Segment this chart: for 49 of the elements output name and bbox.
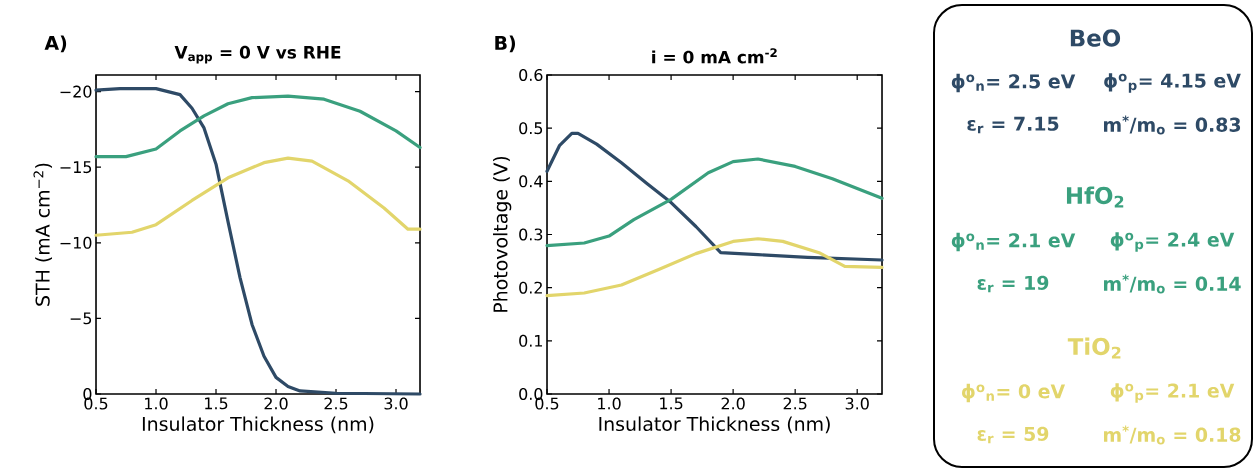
x-tick-label: 1.0 (145, 397, 168, 410)
line-series (545, 157, 884, 248)
y-tick-label: 0.3 (519, 228, 543, 241)
text: ε$_{r}$ = 19 (977, 275, 1049, 293)
y-axis-title: Photovoltage (V) (492, 156, 512, 312)
category-label: HfO$_{2}$ (1066, 186, 1124, 208)
text: ϕ$^{o}$$_{n}$= 2.1 eV (951, 232, 1076, 252)
line-series (94, 94, 422, 159)
y-tick-label: 0.5 (519, 122, 543, 135)
text: ϕ$^{o}$$_{n}$= 2.5 eV (951, 73, 1076, 93)
y-tick-label: 0.4 (519, 175, 543, 188)
x-tick-label: 1.5 (660, 397, 683, 410)
text: ε$_{r}$ = 59 (977, 426, 1049, 444)
x-tick-label: 2.0 (721, 397, 745, 410)
x-tick-label: 2.5 (783, 397, 807, 410)
x-axis-title: Insulator Thickness (nm) (599, 416, 830, 434)
text: m$^{*}$/m$_{o}$ = 0.14 (1104, 274, 1241, 294)
category-label: TiO$_{2}$ (1067, 337, 1121, 359)
y-tick-label: −5 (70, 312, 92, 325)
text: ϕ$^{o}$$_{p}$= 2.4 eV (1110, 232, 1235, 252)
text: ϕ$^{o}$$_{n}$= 0 eV (961, 383, 1066, 403)
line-series (545, 131, 884, 262)
x-axis-title: Insulator Thickness (nm) (142, 416, 374, 434)
x-tick-label: 1.5 (205, 397, 228, 410)
y-tick-label: 0.2 (519, 281, 542, 294)
text: ϕ$^{o}$$_{p}$= 2.1 eV (1110, 383, 1235, 403)
x-tick-label: 2.5 (324, 397, 348, 410)
text: B) (495, 35, 516, 53)
x-tick-label: 1.0 (598, 397, 621, 410)
line-series (545, 237, 884, 298)
text: m$^{*}$/m$_{o}$ = 0.18 (1104, 425, 1241, 445)
text: ε$_{r}$ = 7.15 (967, 116, 1059, 134)
y-axis-title: STH (mA cm$^{−2}$) (33, 163, 53, 306)
y-tick-label: 0.1 (519, 334, 543, 347)
y-tick-label: −10 (60, 236, 92, 249)
y-tick-label: 0.6 (519, 68, 543, 82)
text: ϕ$^{o}$$_{p}$= 4.15 eV (1104, 73, 1241, 93)
text: A) (44, 35, 67, 53)
chart-title: V$_{app}$ = 0 V vs RHE (174, 45, 341, 64)
y-tick-label: −15 (60, 161, 92, 174)
category-label: BeO (1070, 29, 1121, 47)
line-series (94, 87, 422, 396)
x-tick-label: 3.0 (384, 397, 408, 410)
chart-title: i = 0 mA cm$^{-2}$ (652, 48, 777, 64)
text: m$^{*}$/m$_{o}$ = 0.83 (1104, 115, 1241, 135)
y-tick-label: −20 (60, 85, 92, 98)
x-tick-label: 2.0 (264, 397, 288, 410)
x-tick-label: 3.0 (845, 397, 869, 410)
line-series (94, 156, 422, 237)
